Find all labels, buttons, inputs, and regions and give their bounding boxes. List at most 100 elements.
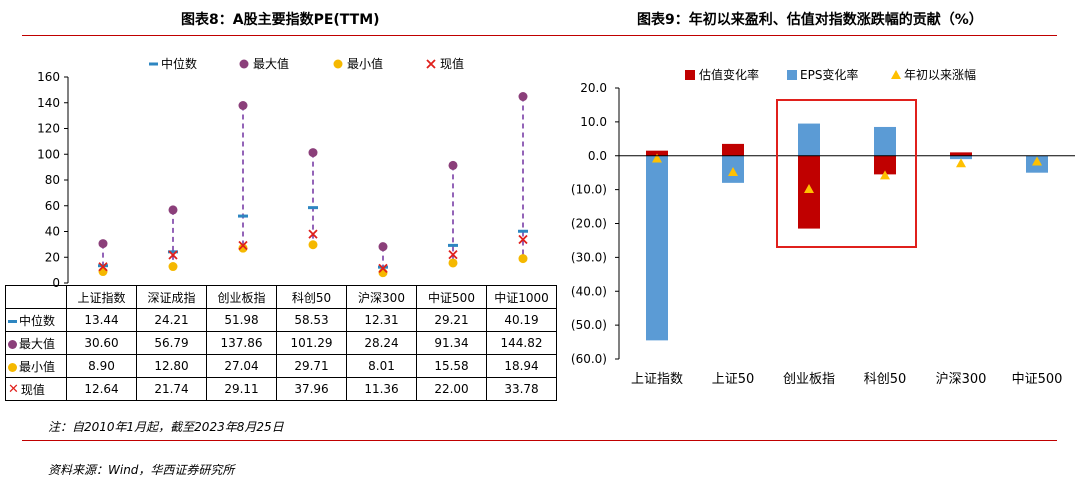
legend-eps-marker <box>787 70 797 80</box>
table-cell: 15.58 <box>416 354 487 378</box>
x-tick-label: 中证500 <box>1012 372 1063 387</box>
table-cell: 58.53 <box>276 308 347 332</box>
table-cell: 29.21 <box>416 308 487 332</box>
current-point <box>308 229 318 239</box>
title-divider <box>22 35 1057 36</box>
y-tick-label: 40 <box>45 225 60 239</box>
table-row-header: ✕ 现值 <box>5 377 67 401</box>
legend-eps-label: EPS变化率 <box>800 67 858 82</box>
x-tick-label: 上证指数 <box>631 372 683 387</box>
legend-ytd-marker <box>891 70 901 79</box>
table-cell: 28.24 <box>346 331 417 355</box>
min-point <box>238 243 248 253</box>
eps-bar <box>874 126 896 156</box>
pe-chart: 0 20 40 60 80 100 120 140 160 中位数 最大值 最小值 现值 <box>37 56 528 290</box>
max-point <box>238 101 248 111</box>
ytd-point <box>652 153 662 163</box>
y-tick-label: 20 <box>45 250 60 264</box>
table-cell: 12.31 <box>346 308 417 332</box>
y-tick-label: 10.0 <box>580 115 607 129</box>
table-cell: 137.86 <box>206 331 277 355</box>
y-tick-label: 120 <box>37 122 60 136</box>
table-cell: 22.00 <box>416 377 487 401</box>
row-label: 最小值 <box>19 359 56 374</box>
contribution-chart: 20.0 10.0 0.0 (10.0) (20.0) (30.0) (40.0) (50.0… <box>571 67 1075 387</box>
x-tick-label: 上证50 <box>712 372 755 387</box>
legend-max-label: 最大值 <box>253 56 289 71</box>
min-point <box>308 240 318 250</box>
current-point <box>518 234 528 245</box>
valuation-bar <box>950 152 972 156</box>
table-header-cell: 创业板指 <box>206 285 277 309</box>
legend-min-marker <box>333 59 343 69</box>
ytd-point <box>880 170 890 180</box>
y-tick-label: 80 <box>45 173 60 187</box>
valuation-bar <box>722 143 744 156</box>
y-tick-label: (50.0) <box>571 318 607 332</box>
table-cell: 30.60 <box>66 331 137 355</box>
min-point <box>168 262 178 272</box>
table-cell: 51.98 <box>206 308 277 332</box>
table-cell: 21.74 <box>136 377 207 401</box>
valuation-bar <box>646 150 668 156</box>
table-header-cell: 中证500 <box>416 285 487 309</box>
y-tick-label: 160 <box>37 70 60 84</box>
y-tick-label: (10.0) <box>571 183 607 197</box>
y-tick-label: (40.0) <box>571 284 607 298</box>
row-label: 中位数 <box>19 313 56 328</box>
highlight-box <box>776 99 917 248</box>
legend-valuation-label: 估值变化率 <box>699 67 759 82</box>
min-marker <box>8 362 17 372</box>
legend-median-label: 中位数 <box>161 56 197 71</box>
left-chart-title: 图表8：A股主要指数PE(TTM) <box>181 12 380 28</box>
y-tick-label: 0.0 <box>588 149 607 163</box>
ytd-point <box>804 183 814 193</box>
y-tick-label: 20.0 <box>580 81 607 95</box>
table-cell: 12.80 <box>136 354 207 378</box>
eps-bar <box>950 155 972 160</box>
table-header-row: 上证指数 深证成指 创业板指 科创50 沪深300 中证500 中证1000 <box>5 285 557 309</box>
legend-valuation-marker <box>685 70 695 80</box>
x-tick-label: 沪深300 <box>936 371 987 387</box>
table-cell: 29.71 <box>276 354 347 378</box>
table-header-cell: 科创50 <box>276 285 347 309</box>
legend-ytd-label: 年初以来涨幅 <box>904 67 976 82</box>
table-row-header: 最大值 <box>5 331 67 355</box>
row-label: 现值 <box>20 382 45 397</box>
y-tick-label: 100 <box>37 147 60 161</box>
y-tick-label: 0 <box>52 276 60 290</box>
table-header-cell: 上证指数 <box>66 285 137 309</box>
max-point <box>518 92 528 102</box>
footer-divider <box>22 440 1057 441</box>
current-point <box>448 250 458 260</box>
eps-bar <box>646 155 668 341</box>
table-row: ✕ 现值 12.64 21.74 29.11 37.96 11.36 22.00 33.78 <box>5 377 557 401</box>
legend-min-label: 最小值 <box>347 56 383 71</box>
x-tick-label: 创业板指 <box>783 372 835 387</box>
min-point <box>448 258 458 268</box>
y-tick-label: (60.0) <box>571 352 607 366</box>
legend-max-marker <box>239 59 249 69</box>
table-cell: 18.94 <box>486 354 557 378</box>
legend-current-marker <box>426 59 436 69</box>
chart-note: 注：自2010年1月起，截至2023年8月25日 <box>48 420 284 434</box>
y-tick-label: 60 <box>45 199 60 213</box>
ytd-point <box>1032 156 1042 166</box>
table-row-header: 中位数 <box>5 308 67 332</box>
table-header-cell: 中证1000 <box>486 285 557 309</box>
y-tick-label: (30.0) <box>571 250 607 264</box>
table-corner-cell <box>5 285 67 309</box>
row-label: 最大值 <box>19 336 56 351</box>
table-cell: 13.44 <box>66 308 137 332</box>
table-cell: 40.19 <box>486 308 557 332</box>
valuation-bar <box>874 155 896 175</box>
table-cell: 144.82 <box>486 331 557 355</box>
median-marker <box>8 319 17 323</box>
source-note: 资料来源：Wind，华西证券研究所 <box>48 463 235 477</box>
max-point <box>448 160 458 170</box>
table-cell: 101.29 <box>276 331 347 355</box>
max-point <box>308 148 318 158</box>
y-tick-label: 140 <box>37 96 60 110</box>
y-tick-label: (20.0) <box>571 217 607 231</box>
table-cell: 24.21 <box>136 308 207 332</box>
